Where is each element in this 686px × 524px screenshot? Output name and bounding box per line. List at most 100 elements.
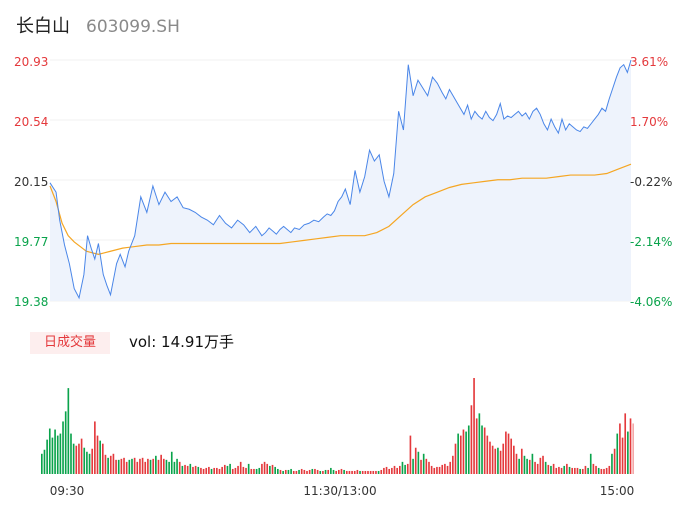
volume-bar [608,465,611,474]
volume-bar [120,458,123,474]
volume-bar [295,470,298,474]
volume-bar [452,455,454,474]
volume-bar [544,461,547,474]
volume-bar [595,465,597,474]
volume-total: vol: 14.91万手 [129,333,234,351]
y-tick-right-2: 1.70% [630,115,668,129]
volume-bar [629,418,632,474]
y-tick-left-1: 20.93 [14,55,48,69]
volume-bar [234,467,237,474]
volume-bar [510,438,513,474]
volume-bar [51,437,54,474]
volume-bar [80,438,83,474]
volume-bar [155,455,157,474]
volume-bar [133,457,136,474]
title-bar: 长白山 603099.SH [16,12,180,40]
volume-bar [56,435,59,474]
volume-bar [136,461,139,474]
volume-bar [223,464,226,474]
volume-bar [558,466,560,474]
volume-bar [383,467,385,474]
volume-bar [41,453,43,474]
volume-bar [70,433,72,474]
volume-bar [603,468,605,474]
volume-bar [560,467,563,474]
volume-bar [298,469,300,474]
volume-bar [306,470,308,474]
volume-bar [581,468,584,474]
volume-bar [552,463,555,474]
volume-bar [269,465,271,474]
volume-bar [621,437,624,474]
volume-bar [279,469,282,474]
volume-bar [420,459,422,474]
volume-bar [330,467,332,474]
volume-bar [292,470,295,474]
volume-bar [274,466,276,474]
volume-bar [72,443,75,474]
volume-bar [632,423,634,474]
volume-bar [327,469,330,474]
volume-bar [396,467,398,474]
volume-bar [213,467,216,474]
volume-bar [314,468,316,474]
volume-bar [475,418,478,474]
volume-bar [75,445,78,474]
volume-bar [571,467,573,474]
volume-bar [59,433,62,474]
volume-bar [173,461,176,474]
volume-tag: 日成交量 [30,332,110,354]
volume-bar [454,443,457,474]
volume-bar [186,465,189,474]
volume-bar [117,459,120,474]
volume-bar [470,405,473,474]
y-tick-left-4: 19.77 [14,235,48,249]
volume-bar [202,468,205,474]
volume-bar [351,470,353,474]
volume-bar [221,466,223,474]
volume-bar [605,467,608,474]
volume-bar [184,464,186,474]
volume-bar [507,433,510,474]
volume-bar [547,464,550,474]
volume-bar [499,450,502,474]
volume-bar [391,467,393,474]
volume-bar [523,455,526,474]
volume-bar [375,470,377,474]
volume-bar [491,445,494,474]
volume-bar [393,465,396,474]
volume-bar [412,458,414,474]
volume-bar [430,465,433,474]
price-line [49,59,632,300]
volume-bar [67,388,70,474]
volume-bar [539,457,542,474]
volume-bar [239,461,242,474]
volume-bar [303,469,306,474]
volume-bar [531,453,534,474]
volume-bar [361,470,364,474]
volume-bar [300,468,303,474]
volume-bar [579,468,581,474]
volume-bar [253,468,255,474]
volume-bar [107,457,109,474]
volume-bar [340,468,343,474]
volume-bar [245,467,247,474]
volume-bar [263,461,266,474]
volume-bar [388,468,391,474]
volume-bar [613,448,616,474]
volume-bar [513,445,515,474]
volume-bar [359,470,361,474]
volume-bar [250,468,253,474]
volume-bar [157,459,160,474]
volume-bar [189,463,192,474]
volume-bar [78,443,80,474]
volume-bar [178,461,181,474]
volume-bar [356,469,359,474]
volume-bar [542,455,544,474]
volume-bar [170,451,173,474]
volume-bar [258,467,261,474]
volume-bar [181,465,184,474]
volume-bar [348,470,351,474]
volume-bar [218,468,221,474]
volume-bar [271,464,274,474]
